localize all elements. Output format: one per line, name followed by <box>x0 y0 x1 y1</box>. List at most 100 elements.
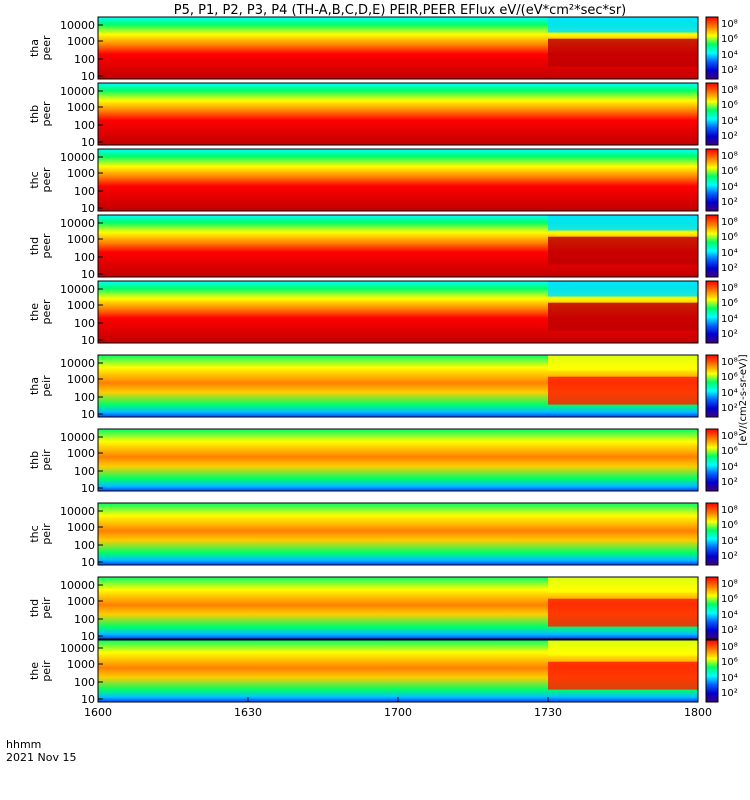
panel-frame <box>97 82 699 146</box>
panel-label: thepeir <box>28 660 53 682</box>
colorbar-tick-label: 10⁴ <box>721 536 738 547</box>
panel-frame <box>97 502 699 566</box>
late-interval-shading <box>548 355 698 371</box>
panel-label: thbpeir <box>28 449 53 471</box>
spectrogram-panel-thb-peir: 10000 1000 100 10 thbpeir 10⁸ 10⁶ 10⁴ 10² <box>28 428 738 495</box>
spectrogram-panel-thb-peer: 10000 1000 100 10 thbpeer 10⁸ 10⁶ 10⁴ 10² <box>28 82 738 149</box>
colorbar-tick-label: 10⁸ <box>721 19 738 30</box>
y-tick-label: 10 <box>81 202 95 215</box>
y-tick-label: 1000 <box>67 658 95 671</box>
y-tick-label: 10000 <box>60 357 95 370</box>
colorbar-scale <box>705 16 719 80</box>
colorbar-scale <box>705 148 719 212</box>
x-tick-label: 1630 <box>234 706 262 719</box>
y-tick-label: 100 <box>74 185 95 198</box>
y-tick-label: 10 <box>81 556 95 569</box>
x-tick-label: 1730 <box>534 706 562 719</box>
x-tick-label: 1600 <box>84 706 112 719</box>
colorbar-tick-label: 10⁶ <box>721 34 738 45</box>
colorbar-tick-label: 10⁴ <box>721 50 738 61</box>
late-interval-shading <box>548 281 698 297</box>
spectrogram-image <box>98 149 698 211</box>
spectrogram-image <box>98 83 698 145</box>
x-tick-label: 1800 <box>684 706 712 719</box>
y-tick-label: 100 <box>74 613 95 626</box>
y-tick-label: 100 <box>74 465 95 478</box>
colorbar-tick-label: 10⁸ <box>721 283 738 294</box>
colorbar-tick-label: 10⁶ <box>721 446 738 457</box>
y-tick-label: 10000 <box>60 431 95 444</box>
colorbar: 10⁸ 10⁶ 10⁴ 10² <box>705 354 738 418</box>
late-interval-core <box>548 236 698 265</box>
y-tick-label: 10 <box>81 70 95 83</box>
colorbar-tick-label: 10⁸ <box>721 579 738 590</box>
y-tick-label: 10 <box>81 630 95 643</box>
late-interval-shading <box>548 17 698 33</box>
colorbar-tick-label: 10⁸ <box>721 85 738 96</box>
late-interval-core <box>548 598 698 627</box>
colorbar-tick-label: 10⁴ <box>721 673 738 684</box>
spectrogram-panel-thd-peir: 10000 1000 100 10 thdpeir 10⁸ 10⁶ 10⁴ 10² <box>28 576 738 643</box>
colorbar-scale <box>705 82 719 146</box>
colorbar-tick-label: 10² <box>721 197 738 208</box>
panel-label: thbpeer <box>28 101 53 127</box>
colorbar-tick-label: 10⁶ <box>721 298 738 309</box>
colorbar-tick-label: 10⁶ <box>721 100 738 111</box>
y-tick-label: 10 <box>81 408 95 421</box>
colorbar-scale <box>705 576 719 640</box>
panel-label: thcpeer <box>28 167 53 193</box>
panel-frame <box>97 428 699 492</box>
panel-frame <box>97 148 699 212</box>
colorbar-tick-label: 10⁴ <box>721 116 738 127</box>
x-axis-label-hhmm: hhmm <box>6 738 41 751</box>
y-tick-label: 1000 <box>67 521 95 534</box>
colorbar-tick-label: 10⁶ <box>721 372 738 383</box>
y-tick-label: 100 <box>74 251 95 264</box>
y-tick-label: 10 <box>81 268 95 281</box>
colorbar-scale <box>705 280 719 344</box>
colorbar: 10⁸ 10⁶ 10⁴ 10² <box>705 148 738 212</box>
late-interval-core <box>548 302 698 331</box>
panel-frame <box>97 354 699 418</box>
y-tick-label: 1000 <box>67 233 95 246</box>
spectrogram-panel-the-peer: 10000 1000 100 10 thepeer 10⁸ 10⁶ 10⁴ 10² <box>28 280 738 347</box>
spectrogram-panel-the-peir: 10000 1000 100 10 thepeir 10⁸ 10⁶ 10⁴ 10² <box>28 639 738 706</box>
y-tick-label: 10000 <box>60 217 95 230</box>
y-tick-label: 100 <box>74 539 95 552</box>
panel-frame <box>97 16 699 80</box>
x-tick-label: 1700 <box>384 706 412 719</box>
colorbar-tick-label: 10⁸ <box>721 151 738 162</box>
chart-title: P5, P1, P2, P3, P4 (TH-A,B,C,D,E) PEIR,P… <box>174 3 627 18</box>
x-axis-label-date: 2021 Nov 15 <box>6 751 76 764</box>
y-tick-label: 100 <box>74 53 95 66</box>
spectrogram-panel-thd-peer: 10000 1000 100 10 thdpeer 10⁸ 10⁶ 10⁴ 10² <box>28 214 738 281</box>
colorbar-tick-label: 10² <box>721 403 738 414</box>
colorbar-tick-label: 10⁴ <box>721 388 738 399</box>
y-tick-label: 10 <box>81 482 95 495</box>
panel-label: thdpeer <box>28 233 53 259</box>
colorbar-tick-label: 10⁶ <box>721 232 738 243</box>
panel-frame <box>97 214 699 278</box>
panel-label: thepeer <box>28 299 53 325</box>
y-tick-label: 100 <box>74 119 95 132</box>
colorbar: 10⁸ 10⁶ 10⁴ 10² <box>705 16 738 80</box>
y-tick-label: 1000 <box>67 101 95 114</box>
y-tick-label: 100 <box>74 317 95 330</box>
late-interval-core <box>548 661 698 690</box>
y-tick-label: 1000 <box>67 595 95 608</box>
colorbar-tick-label: 10⁶ <box>721 657 738 668</box>
colorbar-tick-label: 10⁶ <box>721 166 738 177</box>
y-tick-label: 10000 <box>60 505 95 518</box>
colorbar-tick-label: 10⁴ <box>721 462 738 473</box>
late-interval-core <box>548 38 698 67</box>
colorbar-tick-label: 10² <box>721 688 738 699</box>
spectrogram-panel-thc-peir: 10000 1000 100 10 thcpeir 10⁸ 10⁶ 10⁴ 10² <box>28 502 738 569</box>
y-tick-label: 1000 <box>67 299 95 312</box>
colorbar-scale <box>705 428 719 492</box>
colorbar: 10⁸ 10⁶ 10⁴ 10² <box>705 214 738 278</box>
colorbar: 10⁸ 10⁶ 10⁴ 10² <box>705 82 738 146</box>
colorbar-tick-label: 10⁴ <box>721 248 738 259</box>
colorbar: 10⁸ 10⁶ 10⁴ 10² <box>705 576 738 640</box>
spectrogram-image <box>98 503 698 565</box>
colorbar-tick-label: 10² <box>721 65 738 76</box>
